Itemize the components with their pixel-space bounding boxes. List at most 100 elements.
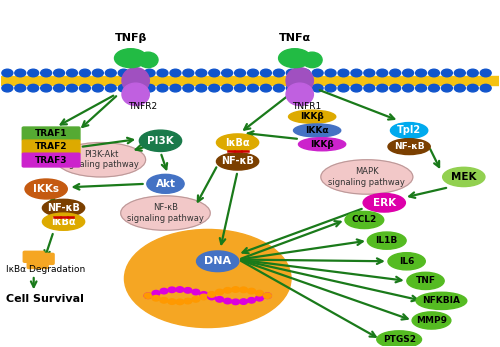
Circle shape — [196, 84, 206, 92]
Text: IKKβ: IKKβ — [300, 112, 324, 121]
Circle shape — [299, 84, 310, 92]
Circle shape — [248, 69, 258, 77]
Ellipse shape — [122, 68, 150, 93]
Circle shape — [454, 84, 466, 92]
Text: TNF: TNF — [416, 277, 436, 285]
Circle shape — [160, 288, 168, 294]
Circle shape — [208, 292, 216, 297]
Circle shape — [390, 69, 400, 77]
Circle shape — [208, 84, 220, 92]
Circle shape — [66, 84, 78, 92]
Circle shape — [216, 289, 224, 295]
Circle shape — [256, 290, 264, 296]
Circle shape — [168, 299, 176, 304]
Circle shape — [40, 69, 52, 77]
Circle shape — [80, 69, 90, 77]
Ellipse shape — [442, 167, 485, 187]
Ellipse shape — [286, 68, 314, 93]
Ellipse shape — [294, 124, 341, 137]
Circle shape — [118, 84, 129, 92]
Circle shape — [325, 69, 336, 77]
Circle shape — [274, 84, 284, 92]
Circle shape — [454, 69, 466, 77]
Ellipse shape — [288, 110, 336, 123]
Ellipse shape — [278, 49, 311, 68]
Circle shape — [468, 69, 478, 77]
Circle shape — [442, 69, 452, 77]
Text: IκBα: IκBα — [51, 217, 76, 227]
Circle shape — [428, 84, 440, 92]
Text: TRAF2: TRAF2 — [35, 143, 68, 152]
Text: TRAF1: TRAF1 — [35, 129, 68, 138]
Circle shape — [144, 84, 155, 92]
Ellipse shape — [388, 139, 430, 154]
Text: TNFR2: TNFR2 — [128, 102, 158, 111]
Ellipse shape — [363, 194, 406, 212]
Ellipse shape — [377, 331, 422, 347]
Circle shape — [325, 84, 336, 92]
Circle shape — [274, 69, 284, 77]
Circle shape — [232, 287, 239, 292]
Circle shape — [192, 297, 200, 302]
Circle shape — [260, 69, 272, 77]
Text: IL6: IL6 — [399, 257, 414, 266]
Ellipse shape — [321, 160, 413, 194]
Circle shape — [15, 69, 26, 77]
Circle shape — [264, 293, 272, 298]
Ellipse shape — [298, 138, 346, 151]
Circle shape — [312, 69, 323, 77]
Circle shape — [28, 69, 38, 77]
Ellipse shape — [114, 49, 147, 68]
Circle shape — [2, 69, 13, 77]
Text: Cell Survival: Cell Survival — [6, 294, 84, 304]
Circle shape — [92, 69, 104, 77]
Ellipse shape — [120, 196, 210, 230]
Circle shape — [170, 69, 181, 77]
Circle shape — [152, 295, 160, 301]
Text: IKKβ: IKKβ — [310, 140, 334, 149]
Circle shape — [157, 84, 168, 92]
Circle shape — [200, 294, 207, 300]
Circle shape — [216, 297, 224, 302]
Ellipse shape — [345, 211, 384, 229]
Text: IKKα: IKKα — [306, 126, 329, 135]
Circle shape — [54, 84, 64, 92]
Circle shape — [286, 84, 297, 92]
Circle shape — [40, 84, 52, 92]
Circle shape — [106, 69, 116, 77]
Text: PI3K-Akt
signaling pathway: PI3K-Akt signaling pathway — [62, 150, 140, 169]
Circle shape — [240, 299, 248, 304]
Circle shape — [176, 287, 184, 292]
Circle shape — [260, 84, 272, 92]
Circle shape — [248, 297, 256, 303]
Text: PTGS2: PTGS2 — [382, 335, 416, 344]
Circle shape — [390, 84, 400, 92]
Circle shape — [196, 69, 206, 77]
Bar — [2, 76, 498, 85]
Circle shape — [480, 84, 491, 92]
Circle shape — [183, 69, 194, 77]
Circle shape — [234, 84, 246, 92]
Circle shape — [160, 297, 168, 303]
Circle shape — [240, 287, 248, 293]
Text: IKKs: IKKs — [33, 184, 59, 194]
Circle shape — [428, 69, 440, 77]
Text: MEK: MEK — [451, 172, 476, 182]
Circle shape — [15, 84, 26, 92]
Text: Tpl2: Tpl2 — [397, 126, 421, 135]
Circle shape — [248, 84, 258, 92]
Text: CCL2: CCL2 — [352, 215, 377, 225]
Circle shape — [299, 69, 310, 77]
Ellipse shape — [56, 143, 146, 177]
Text: NF-κB
signaling pathway: NF-κB signaling pathway — [127, 203, 204, 223]
Circle shape — [416, 84, 426, 92]
Circle shape — [80, 84, 90, 92]
Circle shape — [152, 290, 160, 296]
FancyBboxPatch shape — [27, 257, 48, 269]
FancyBboxPatch shape — [24, 251, 44, 262]
Circle shape — [118, 69, 129, 77]
Circle shape — [364, 69, 375, 77]
Circle shape — [144, 69, 155, 77]
Text: TNFα: TNFα — [278, 33, 311, 43]
Circle shape — [232, 299, 239, 305]
